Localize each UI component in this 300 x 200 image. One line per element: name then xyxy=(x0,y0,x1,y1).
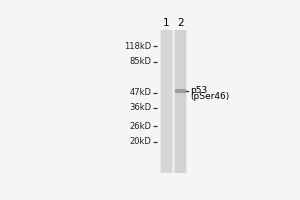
Bar xyxy=(175,30,186,173)
Text: 2: 2 xyxy=(177,18,184,28)
Bar xyxy=(175,91,186,92)
Text: (pSer46): (pSer46) xyxy=(190,92,229,101)
Text: 20kD: 20kD xyxy=(130,137,152,146)
Bar xyxy=(175,90,186,91)
Text: 1: 1 xyxy=(163,18,170,28)
Text: 85kD: 85kD xyxy=(129,57,152,66)
Bar xyxy=(175,92,186,93)
Bar xyxy=(161,30,172,173)
Bar xyxy=(175,89,186,93)
Text: 118kD: 118kD xyxy=(124,42,152,51)
Bar xyxy=(175,89,186,90)
Bar xyxy=(160,30,187,173)
Text: 36kD: 36kD xyxy=(129,103,152,112)
Text: 47kD: 47kD xyxy=(129,88,152,97)
Bar xyxy=(175,92,186,94)
Bar xyxy=(175,88,186,90)
Bar xyxy=(175,90,186,91)
Bar xyxy=(175,91,186,92)
Text: p53: p53 xyxy=(190,86,207,95)
Text: 26kD: 26kD xyxy=(129,122,152,131)
